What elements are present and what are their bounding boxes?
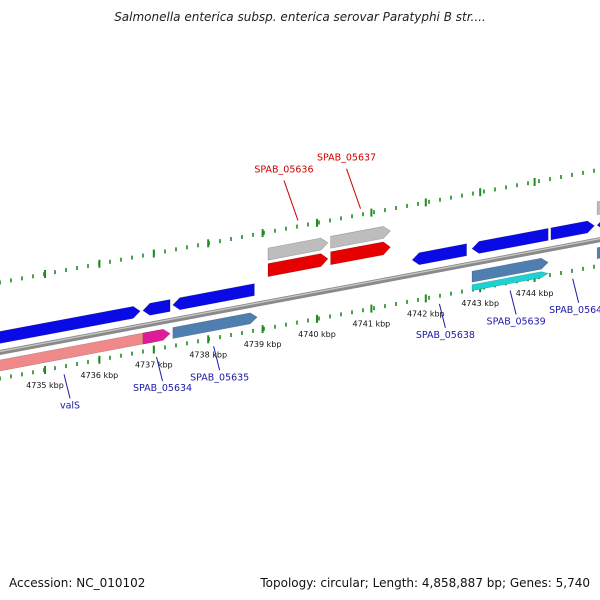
map-title: Salmonella enterica subsp. enterica sero… [114, 10, 486, 24]
gene-SPAB_05634[interactable] [142, 299, 171, 316]
genome-backbone [0, 237, 600, 356]
gene-SPAB_05639-b[interactable] [471, 257, 549, 283]
gene-SPAB_05637[interactable] [330, 241, 391, 266]
scale-tick-label: 4744 kbp [516, 289, 554, 298]
gene-SPAB_05635-b[interactable] [172, 312, 258, 339]
genome-stats-text: Topology: circular; Length: 4,858,887 bp… [260, 576, 590, 590]
callout-line [572, 278, 580, 303]
gene-label-SPAB_05636[interactable]: SPAB_05636 [254, 164, 313, 175]
gene-valS[interactable] [0, 329, 160, 376]
scale-tick-label: 4738 kbp [189, 350, 227, 359]
gene-SPAB_05635[interactable] [172, 283, 255, 311]
scale-tick-label: 4737 kbp [135, 361, 173, 370]
gene-SPAB_05638[interactable] [411, 243, 467, 266]
gene-label-valS[interactable]: valS [60, 400, 80, 411]
scale-tick-label: 4736 kbp [81, 371, 119, 380]
gene-SPAB_05640[interactable] [550, 220, 595, 241]
gene-valS-b[interactable] [0, 306, 141, 349]
callout-line [63, 374, 71, 399]
backbone-line [0, 237, 600, 356]
scale-tick-label: 4739 kbp [244, 340, 282, 349]
scale-tick-label: 4743 kbp [461, 299, 499, 308]
gene-label-SPAB_05640[interactable]: SPAB_05640 [549, 305, 600, 316]
gene-SPAB_05636[interactable] [267, 253, 329, 277]
scale-tick-label: 4742 kbp [407, 309, 445, 318]
gene-label-SPAB_05639[interactable]: SPAB_05639 [487, 317, 546, 328]
scale-tick-label: 4735 kbp [26, 381, 64, 390]
gene-SPAB_05641-b[interactable] [596, 192, 600, 216]
gene-SPAB_05634-b[interactable] [142, 328, 171, 345]
callout-line [346, 168, 361, 209]
callout-line [438, 303, 446, 328]
backbone-highlight [0, 238, 600, 353]
scale-tick-label: 4740 kbp [298, 330, 336, 339]
gene-SPAB_05639-c[interactable] [471, 271, 549, 292]
gene-SPAB_05639[interactable] [471, 228, 549, 254]
gene-features[interactable] [0, 192, 600, 375]
scale-tick-label: 4741 kbp [353, 320, 391, 329]
gene-SPAB_05641[interactable] [596, 209, 600, 230]
gene-label-SPAB_05635[interactable]: SPAB_05635 [190, 372, 249, 383]
gene-label-SPAB_05637[interactable]: SPAB_05637 [317, 153, 376, 164]
gene-label-SPAB_05634[interactable]: SPAB_05634 [133, 383, 192, 394]
scale-ticks: 4735 kbp 4736 kbp 4737 kbp 4738 kbp 4739 kbp… [0, 168, 595, 390]
gene-label-SPAB_05638[interactable]: SPAB_05638 [416, 330, 475, 341]
callout-line [156, 356, 164, 382]
gene-SPAB_05637-b[interactable] [330, 226, 391, 249]
gene-SPAB_05641-c[interactable] [596, 238, 600, 260]
accession-text: Accession: NC_010102 [9, 576, 146, 590]
callout-line [283, 180, 299, 221]
gene-SPAB_05636-b[interactable] [267, 237, 329, 261]
callout-line [213, 346, 221, 371]
callout-line [509, 290, 517, 315]
